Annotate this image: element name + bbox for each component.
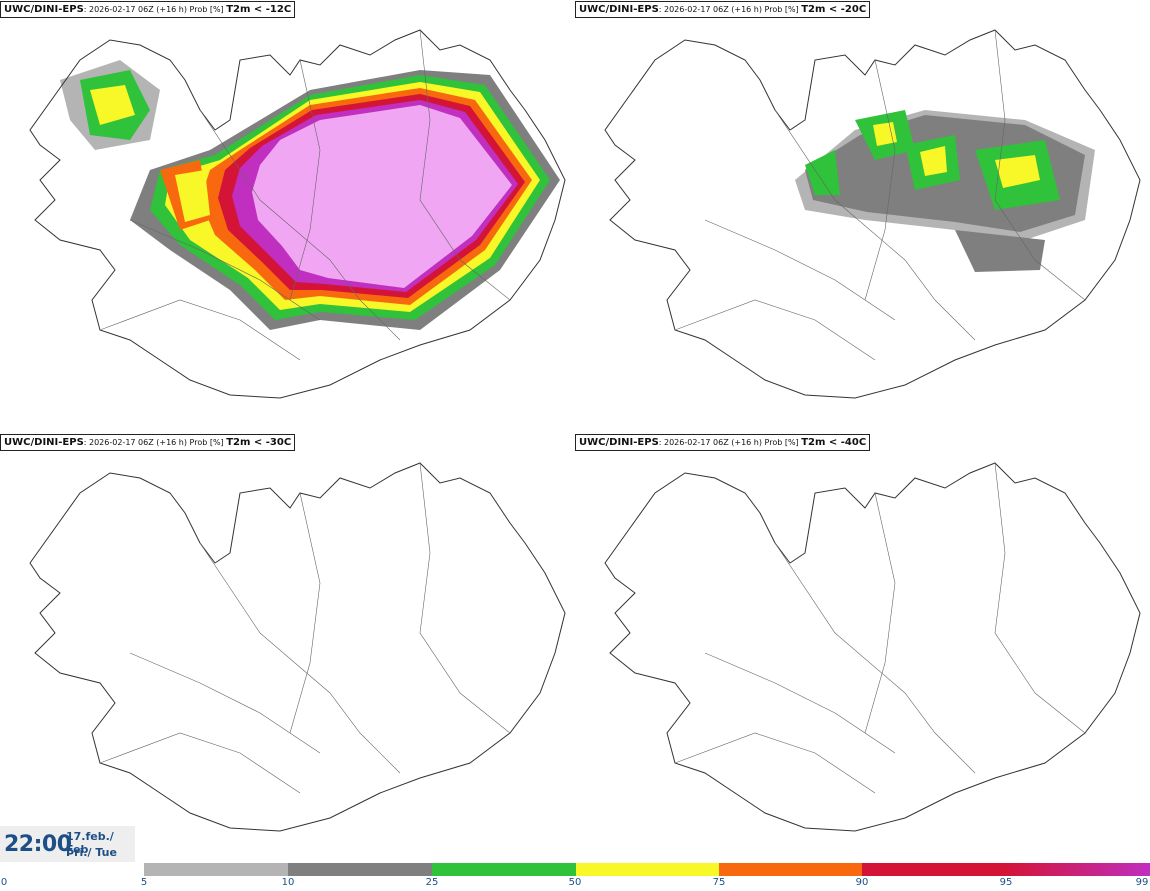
- map-panel-t2m-minus40: UWC/DINI-EPS: 2026-02-17 06Z (+16 h) Pro…: [575, 433, 1150, 863]
- panel-title: UWC/DINI-EPS: 2026-02-17 06Z (+16 h) Pro…: [0, 1, 296, 18]
- model-name: UWC/DINI-EPS: [4, 4, 84, 15]
- colorbar-segment-50-75: [576, 863, 719, 876]
- coastline: [29, 29, 566, 399]
- panel-title: UWC/DINI-EPS: 2026-02-17 06Z (+16 h) Pro…: [575, 1, 871, 18]
- field-name: T2m < -40C: [801, 437, 867, 448]
- coastline: [29, 462, 566, 832]
- district-borders: [674, 462, 1086, 794]
- run-info: : 2026-02-17 06Z (+16 h) Prob [%]: [658, 5, 799, 14]
- colorbar-segment-95-99: [1006, 863, 1150, 876]
- valid-time-box: 22:00 17.feb./ Feb Þri./ Tue: [0, 826, 135, 862]
- district-borders: [99, 462, 511, 794]
- map-panel-t2m-minus20: UWC/DINI-EPS: 2026-02-17 06Z (+16 h) Pro…: [575, 0, 1150, 430]
- model-name: UWC/DINI-EPS: [579, 4, 659, 15]
- valid-date-line2: Þri./ Tue: [66, 846, 117, 859]
- coastline: [604, 29, 1141, 399]
- iceland-map: [29, 29, 566, 399]
- colorbar-tick: 50: [568, 877, 582, 888]
- map-panel-t2m-minus12: UWC/DINI-EPS: 2026-02-17 06Z (+16 h) Pro…: [0, 0, 575, 430]
- colorbar-segment-90-95: [862, 863, 1006, 876]
- district-borders: [674, 29, 1086, 361]
- run-info: : 2026-02-17 06Z (+16 h) Prob [%]: [83, 5, 224, 14]
- colorbar-segment-10-25: [288, 863, 432, 876]
- model-name: UWC/DINI-EPS: [579, 437, 659, 448]
- iceland-map: [29, 462, 566, 832]
- colorbar: [144, 863, 1150, 876]
- colorbar-segment-25-50: [432, 863, 576, 876]
- probability-fill: [60, 60, 560, 330]
- colorbar-tick: 25: [425, 877, 439, 888]
- valid-time-clock: 22:00: [4, 832, 72, 857]
- colorbar-tick: 5: [140, 877, 148, 888]
- field-name: T2m < -20C: [801, 4, 867, 15]
- probability-fill: [795, 110, 1095, 272]
- colorbar-segment-75-90: [719, 863, 862, 876]
- iceland-map: [604, 29, 1141, 399]
- panel-title: UWC/DINI-EPS: 2026-02-17 06Z (+16 h) Pro…: [0, 434, 296, 451]
- colorbar-tick: 99: [1135, 877, 1149, 888]
- coastline: [604, 462, 1141, 832]
- colorbar-tick: 10: [281, 877, 295, 888]
- run-info: : 2026-02-17 06Z (+16 h) Prob [%]: [658, 438, 799, 447]
- model-name: UWC/DINI-EPS: [4, 437, 84, 448]
- colorbar-segment-5-10: [144, 863, 288, 876]
- colorbar-tick: 95: [999, 877, 1013, 888]
- valid-date-line1: 17.feb./ Feb: [66, 830, 114, 856]
- colorbar-tick: 75: [712, 877, 726, 888]
- iceland-map: [604, 462, 1141, 832]
- district-borders: [99, 29, 511, 361]
- map-panel-t2m-minus30: UWC/DINI-EPS: 2026-02-17 06Z (+16 h) Pro…: [0, 433, 575, 863]
- field-name: T2m < -30C: [226, 437, 292, 448]
- field-name: T2m < -12C: [226, 4, 292, 15]
- panel-title: UWC/DINI-EPS: 2026-02-17 06Z (+16 h) Pro…: [575, 434, 871, 451]
- colorbar-tick: 90: [855, 877, 869, 888]
- colorbar-tick: 0: [0, 877, 8, 888]
- run-info: : 2026-02-17 06Z (+16 h) Prob [%]: [83, 438, 224, 447]
